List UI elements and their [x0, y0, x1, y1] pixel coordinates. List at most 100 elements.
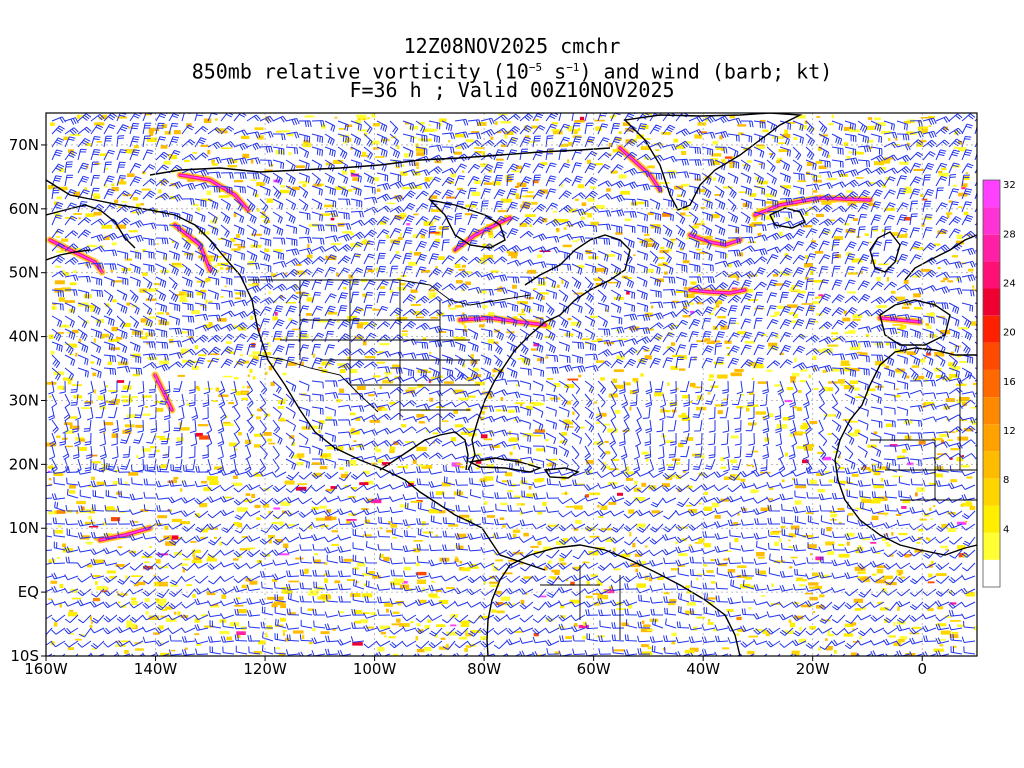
wind-barb: [246, 497, 261, 504]
wind-barb: [820, 515, 833, 525]
vorticity-cell: [496, 610, 505, 614]
vorticity-cell: [399, 282, 406, 286]
vorticity-cell: [947, 213, 950, 219]
wind-barb: [532, 246, 547, 254]
wind-barb: [896, 227, 908, 239]
wind-barb: [324, 278, 335, 291]
vorticity-cell: [920, 269, 931, 272]
wind-barb: [350, 219, 365, 227]
vorticity-cell: [608, 393, 618, 398]
vorticity-cell: [336, 399, 342, 403]
wind-barb: [883, 266, 895, 278]
wind-barb: [831, 159, 844, 168]
vorticity-cell: [489, 584, 500, 587]
vorticity-cell: [363, 470, 370, 475]
wind-barb: [584, 445, 591, 460]
wind-barb: [545, 354, 559, 363]
vorticity-cell: [779, 352, 784, 355]
vorticity-cell: [648, 577, 653, 582]
vorticity-cell: [917, 375, 925, 380]
wind-barb: [948, 341, 960, 353]
vorticity-cell: [466, 428, 477, 431]
vorticity-cell: [608, 502, 617, 505]
vorticity-cell: [324, 204, 335, 208]
vorticity-cell: [595, 126, 602, 131]
wind-barb: [64, 230, 79, 239]
vorticity-cell: [480, 257, 486, 262]
wind-barb: [506, 259, 521, 267]
wind-barb: [779, 159, 791, 172]
vorticity-cell: [799, 379, 806, 383]
vorticity-cell: [686, 237, 690, 240]
wind-barb: [662, 250, 672, 264]
vorticity-cell: [695, 248, 701, 251]
wind-barb: [558, 315, 569, 329]
wind-barb: [597, 380, 607, 395]
wind-barb: [143, 504, 157, 512]
wind-barb: [454, 131, 469, 139]
wind-barb: [545, 536, 560, 543]
vorticity-cell: [899, 636, 907, 640]
wind-barb: [181, 198, 195, 205]
wind-barb: [233, 211, 245, 224]
wind-barb: [493, 415, 508, 423]
vorticity-cell: [793, 406, 797, 409]
wind-barb: [480, 467, 495, 474]
wind-barb: [350, 267, 364, 278]
vorticity-cell: [195, 385, 199, 390]
wind-barb: [623, 471, 638, 479]
vorticity-cell: [918, 528, 924, 532]
wind-barb: [818, 432, 828, 447]
wind-barb: [506, 443, 521, 450]
wind-barb: [642, 406, 651, 419]
wind-barb: [116, 161, 126, 174]
wind-barb: [53, 477, 66, 486]
vorticity-cell: [326, 213, 335, 215]
vorticity-cell: [697, 122, 707, 126]
wind-barb: [922, 496, 937, 503]
wind-barb: [389, 469, 404, 476]
wind-barb: [389, 205, 404, 214]
vorticity-cell: [567, 378, 579, 381]
wind-barb: [584, 510, 599, 517]
vorticity-cell: [877, 512, 889, 515]
vorticity-cell: [435, 589, 442, 592]
vorticity-cell: [226, 636, 232, 641]
vorticity-cell: [197, 424, 209, 427]
vorticity-cell: [458, 636, 468, 640]
vorticity-cell: [796, 407, 803, 411]
wind-barb: [90, 174, 100, 187]
wind-barb: [571, 192, 586, 200]
vorticity-cell: [213, 265, 217, 268]
vorticity-cell: [118, 206, 122, 209]
vorticity-cell: [905, 186, 912, 190]
wind-barb: [416, 492, 430, 499]
wind-barb: [766, 319, 779, 330]
vorticity-cell: [500, 596, 510, 601]
vorticity-cell: [330, 486, 337, 489]
vorticity-cell: [897, 327, 904, 330]
vorticity-cell: [146, 341, 150, 345]
vorticity-cell: [116, 508, 119, 512]
vorticity-cell: [431, 580, 435, 583]
vorticity-cell: [347, 356, 351, 361]
wind-barb: [493, 274, 508, 282]
wind-barb: [442, 491, 455, 499]
vorticity-cell: [543, 546, 552, 551]
wind-barb: [948, 510, 963, 518]
vorticity-cell: [595, 547, 605, 550]
wind-barb: [727, 146, 739, 158]
wind-barb: [311, 256, 326, 265]
vorticity-cell: [670, 568, 678, 571]
wind-barb: [402, 320, 417, 330]
wind-barb: [194, 313, 209, 321]
vorticity-cell: [809, 553, 813, 556]
wind-barb: [454, 200, 465, 213]
wind-barb: [805, 467, 820, 474]
vorticity-cell: [959, 397, 970, 402]
wind-barb: [662, 237, 674, 250]
vorticity-cell: [964, 520, 968, 523]
wind-barb: [298, 172, 310, 183]
vorticity-cell: [78, 447, 87, 451]
vorticity-cell: [896, 350, 907, 354]
